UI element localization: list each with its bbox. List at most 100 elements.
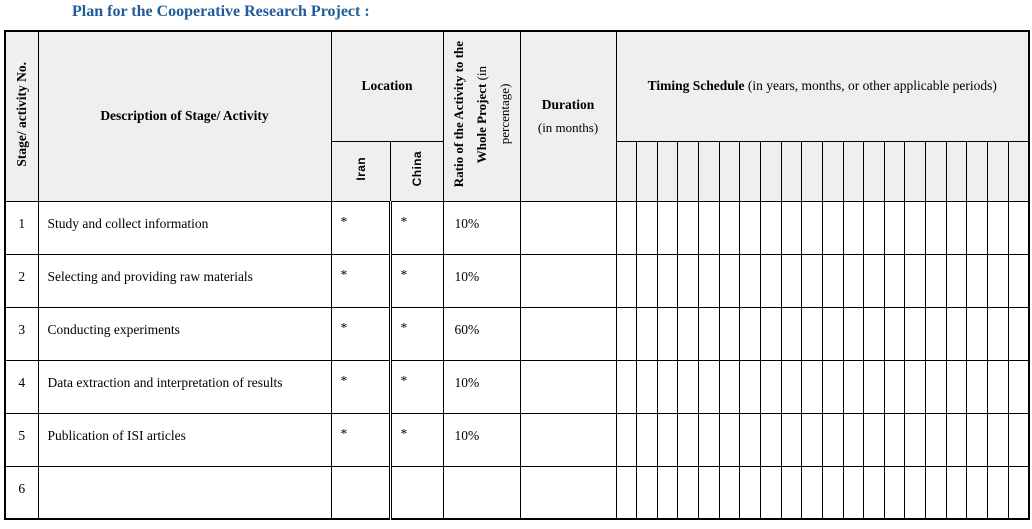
timing-grid-cell <box>821 200 844 255</box>
timing-subcolumn-header <box>677 140 700 202</box>
china-cell: * <box>388 253 444 308</box>
timing-grid-cell <box>718 412 741 467</box>
timing-grid-cell <box>739 306 761 361</box>
header-description-label: Description of Stage/ Activity <box>100 108 269 124</box>
timing-grid-cell <box>966 465 989 520</box>
china-cell: * <box>388 306 444 361</box>
timing-grid-cell <box>925 200 947 255</box>
timing-grid-cell <box>987 359 1009 414</box>
header-timing-schedule: Timing Schedule (in years, months, or ot… <box>615 30 1030 142</box>
timing-grid-cell <box>718 465 741 520</box>
timing-grid-cell <box>760 359 782 414</box>
timing-subcolumn-header <box>1007 140 1030 202</box>
timing-grid-cell <box>987 306 1009 361</box>
timing-grid-cell <box>842 465 865 520</box>
timing-grid-cell <box>842 200 865 255</box>
table-row-2: 2 Selecting and providing raw materials … <box>4 253 1030 308</box>
timing-grid-cell <box>821 253 844 308</box>
timing-grid-cell <box>904 200 927 255</box>
timing-grid-cell <box>904 306 927 361</box>
timing-grid-cell <box>945 359 968 414</box>
timing-grid-cell <box>677 200 700 255</box>
timing-grid-cell <box>904 253 927 308</box>
timing-grid-cell <box>739 465 761 520</box>
timing-subcolumn-header <box>987 140 1009 202</box>
timing-grid-cell <box>698 306 720 361</box>
timing-subcolumn-header <box>801 140 823 202</box>
ratio-cell: 60% <box>442 306 521 361</box>
timing-grid-cell <box>904 412 927 467</box>
timing-subcolumn-header <box>904 140 927 202</box>
timing-subcolumn-header <box>780 140 803 202</box>
timing-grid-cell <box>883 359 906 414</box>
timing-subcolumn-header <box>821 140 844 202</box>
header-duration: Duration (in months) <box>519 30 617 202</box>
timing-grid-cell <box>615 412 638 467</box>
table-row-4: 4 Data extraction and interpretation of … <box>4 359 1030 414</box>
table-row-6: 6 <box>4 465 1030 520</box>
timing-grid-cell <box>780 200 803 255</box>
timing-grid-cell <box>760 412 782 467</box>
timing-subcolumn-header <box>718 140 741 202</box>
timing-grid-cell <box>677 465 700 520</box>
timing-grid-cell <box>760 465 782 520</box>
timing-grid-cell <box>801 200 823 255</box>
timing-grid-cell <box>883 306 906 361</box>
timing-subcolumn-header <box>615 140 638 202</box>
timing-grid-cell <box>821 359 844 414</box>
timing-grid-cell <box>904 359 927 414</box>
iran-cell: * <box>330 359 391 414</box>
timing-grid-cell <box>656 253 679 308</box>
timing-grid-cell <box>739 412 761 467</box>
timing-grid-cell <box>1007 306 1030 361</box>
header-row-sub: Iran China <box>5 140 1030 202</box>
china-cell <box>388 465 444 520</box>
ratio-cell: 10% <box>442 253 521 308</box>
page-title: Plan for the Cooperative Research Projec… <box>72 3 370 20</box>
iran-cell: * <box>330 306 391 361</box>
timing-grid-cell <box>883 465 906 520</box>
timing-grid-cell <box>760 200 782 255</box>
timing-grid-cell <box>987 465 1009 520</box>
timing-grid-cell <box>780 412 803 467</box>
timing-grid-cell <box>883 200 906 255</box>
ratio-cell: 10% <box>442 200 521 255</box>
header-location: Location <box>330 30 444 142</box>
timing-subcolumn-header <box>883 140 906 202</box>
timing-grid-cell <box>739 200 761 255</box>
description-cell: Study and collect information <box>37 200 332 255</box>
timing-grid-cell <box>636 253 658 308</box>
timing-grid-cell <box>842 253 865 308</box>
timing-grid-cell <box>677 253 700 308</box>
timing-grid-cell <box>677 412 700 467</box>
timing-grid-cell <box>656 465 679 520</box>
timing-subcolumn-header <box>656 140 679 202</box>
timing-grid-cell <box>821 306 844 361</box>
timing-grid-cell <box>904 465 927 520</box>
timing-grid-cell <box>656 359 679 414</box>
china-cell: * <box>388 200 444 255</box>
timing-grid-cell <box>945 412 968 467</box>
description-cell <box>37 465 332 520</box>
stage-number-cell: 1 <box>4 200 39 255</box>
description-cell: Conducting experiments <box>37 306 332 361</box>
timing-grid-cell <box>615 306 638 361</box>
timing-grid-cell <box>780 253 803 308</box>
description-cell: Publication of ISI articles <box>37 412 332 467</box>
timing-grid-cell <box>863 306 885 361</box>
timing-grid-cell <box>780 359 803 414</box>
timing-grid-cell <box>1007 465 1030 520</box>
timing-grid-cell <box>677 306 700 361</box>
timing-grid-cell <box>677 359 700 414</box>
header-timing-schedule-note: (in years, months, or other applicable p… <box>744 78 997 94</box>
timing-grid-cell <box>739 253 761 308</box>
timing-grid-cell <box>883 412 906 467</box>
china-cell: * <box>388 359 444 414</box>
iran-cell <box>330 465 391 520</box>
stage-number-cell: 3 <box>4 306 39 361</box>
timing-grid-cell <box>925 465 947 520</box>
timing-grid-cell <box>615 200 638 255</box>
timing-grid-cell <box>739 359 761 414</box>
timing-grid-cell <box>945 200 968 255</box>
timing-grid-cell <box>801 359 823 414</box>
